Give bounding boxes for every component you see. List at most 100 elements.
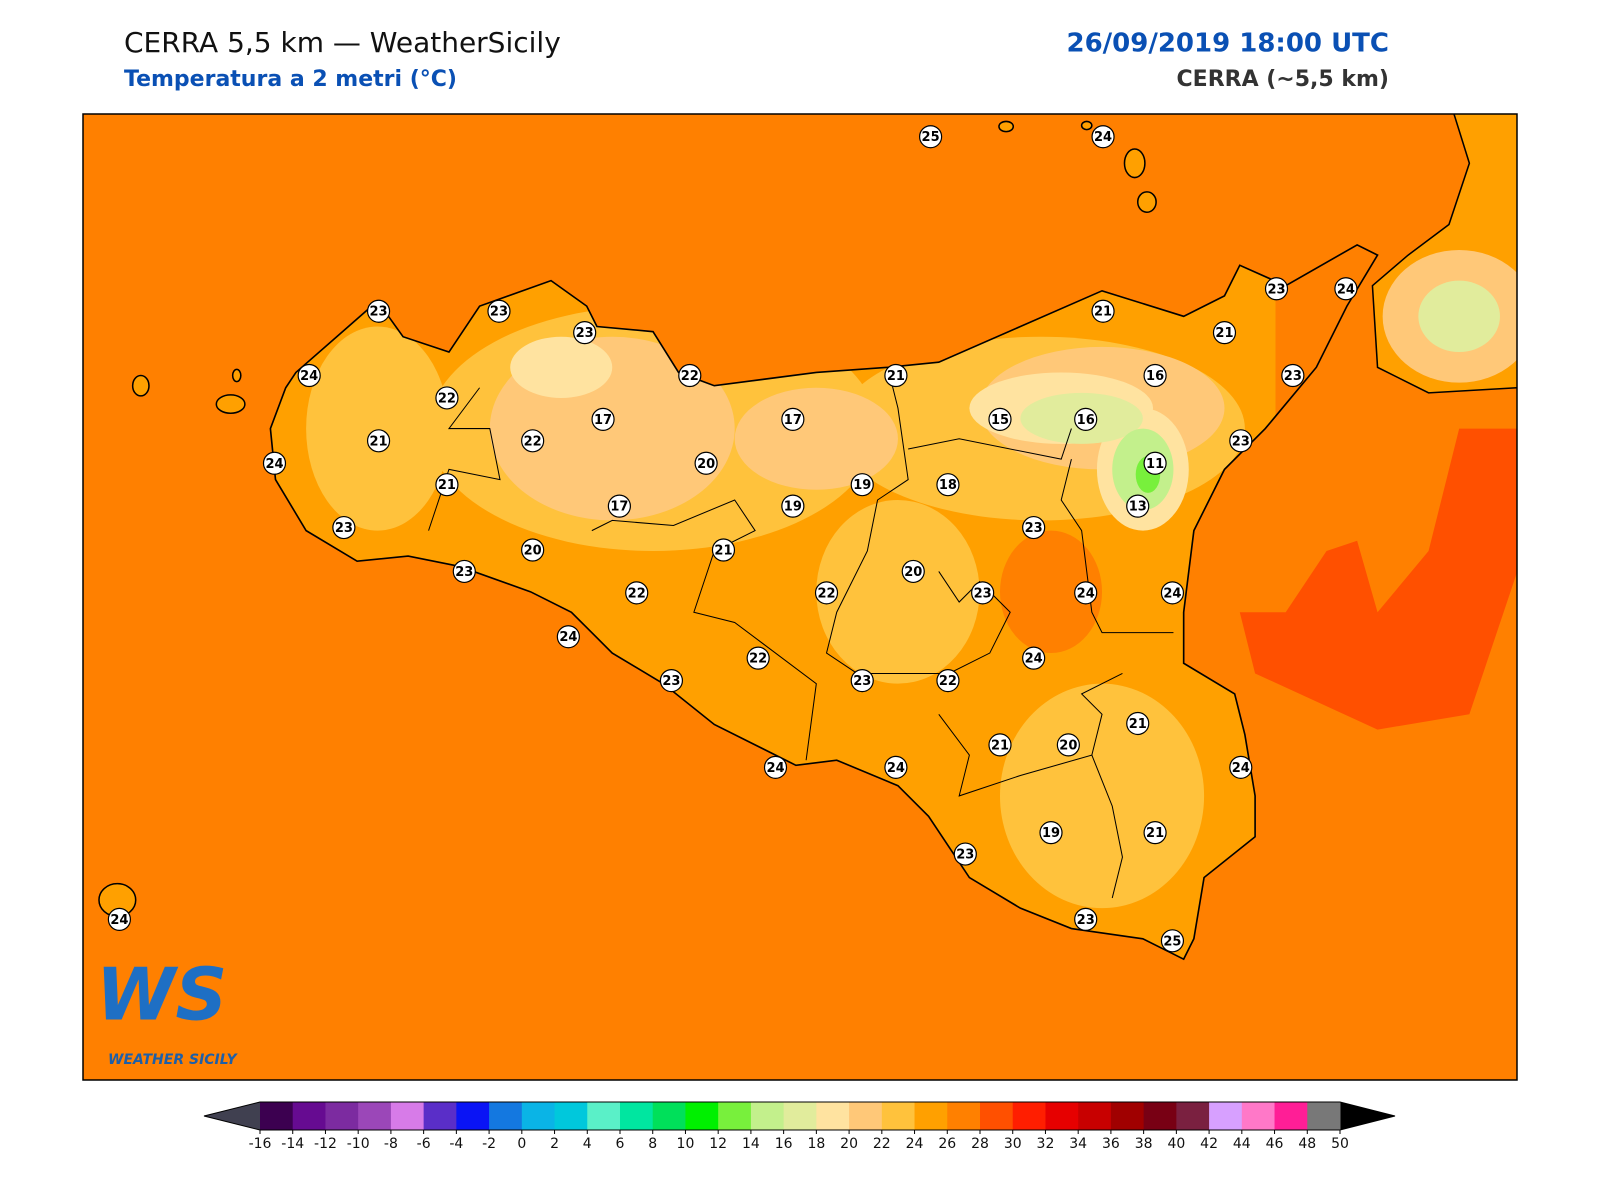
colorbar-swatch	[423, 1102, 457, 1130]
station-value: 23	[1284, 369, 1302, 384]
station-marker	[1074, 907, 1098, 931]
colorbar-swatch	[849, 1102, 883, 1130]
station-marker	[1039, 821, 1063, 845]
logo-mark: WS	[96, 953, 227, 1037]
colorbar-tick-label: 2	[550, 1136, 559, 1152]
station-marker	[884, 363, 908, 388]
stations: 25 24 23 23 23 24 22 22 21 21 23 24 21 16 23 21 24 22 17 17…	[107, 125, 1358, 953]
map-area	[83, 114, 1517, 1080]
colorbar-swatch	[1209, 1102, 1243, 1130]
station-value: 24	[559, 630, 577, 645]
station-marker	[814, 581, 839, 605]
map-frame	[82, 113, 1518, 1081]
colorbar-swatch	[1078, 1102, 1112, 1130]
logo: WS WEATHER SICILY	[96, 953, 239, 1068]
station-value: 22	[681, 369, 699, 384]
colorbar-tick-label: 50	[1331, 1136, 1349, 1152]
title: CERRA 5,5 km — WeatherSicily	[124, 26, 561, 59]
station-value: 13	[1129, 500, 1147, 515]
station-marker	[1160, 581, 1185, 605]
colorbar-swatch	[947, 1102, 981, 1130]
station-marker	[1074, 407, 1098, 431]
station-marker	[332, 515, 356, 540]
station-value: 21	[991, 738, 1009, 753]
colorbar-tick-label: 28	[971, 1136, 989, 1152]
station-marker	[452, 559, 476, 584]
station-marker	[850, 669, 874, 693]
colorbar-swatch	[390, 1102, 425, 1130]
colorbar-tick-label: -10	[347, 1136, 370, 1152]
colorbar-swatch	[816, 1102, 850, 1130]
station-marker	[850, 473, 874, 497]
colorbar-tick-label: 10	[677, 1136, 695, 1152]
station-value: 23	[335, 521, 353, 536]
station-value: 17	[784, 413, 802, 428]
station-marker	[556, 625, 580, 649]
station-marker	[1229, 755, 1253, 779]
station-marker	[1212, 321, 1237, 345]
colorbar-swatch	[292, 1102, 326, 1130]
colorbar-tick-label: -2	[482, 1136, 496, 1152]
station-value: 24	[887, 761, 905, 776]
station-value: 25	[922, 130, 940, 145]
station-value: 23	[662, 674, 680, 689]
station-value: 24	[1337, 282, 1355, 297]
station-value: 23	[1267, 282, 1285, 297]
station-value: 25	[1163, 934, 1181, 949]
station-value: 21	[370, 434, 388, 449]
station-value: 18	[939, 478, 957, 493]
colorbar-swatch	[718, 1102, 752, 1130]
station-marker	[1264, 277, 1289, 301]
colorbar-under	[204, 1102, 260, 1130]
logo-text: WEATHER SICILY	[108, 1052, 239, 1068]
colorbar-tick-label: -8	[384, 1136, 398, 1152]
station-value: 21	[1146, 826, 1164, 841]
colorbar-tick-label: 48	[1298, 1136, 1316, 1152]
subtitle: Temperatura a 2 metri (°C)	[124, 67, 457, 92]
colorbar-swatch	[620, 1102, 654, 1130]
station-marker	[919, 125, 943, 149]
colorbar-swatch	[652, 1102, 686, 1130]
colorbar-tick-label: 30	[1004, 1136, 1022, 1152]
colorbar-tick-label: -16	[249, 1136, 272, 1152]
station-value: 22	[438, 391, 456, 406]
station-marker	[1056, 733, 1080, 757]
colorbar-tick-label: -6	[417, 1136, 431, 1152]
station-value: 23	[853, 674, 871, 689]
station-marker	[781, 407, 805, 431]
station-marker	[953, 842, 977, 866]
colorbar-tick-label: 22	[873, 1136, 891, 1152]
colorbar-swatch	[914, 1102, 948, 1130]
colorbar-swatch	[1176, 1102, 1210, 1130]
colorbar-swatch	[980, 1102, 1014, 1130]
station-marker	[435, 386, 459, 410]
colorbar-tick-label: 20	[840, 1136, 858, 1152]
colorbar-tick-label: 12	[709, 1136, 727, 1152]
colorbar-swatch	[456, 1102, 490, 1130]
station-value: 24	[1077, 586, 1095, 601]
station-marker	[1229, 429, 1253, 453]
colorbar-tick-label: 44	[1233, 1136, 1251, 1152]
station-value: 21	[1215, 326, 1233, 341]
colorbar-tick-label: 0	[517, 1136, 526, 1152]
colorbar-swatch	[554, 1102, 588, 1130]
colorbar-tick-label: 42	[1200, 1136, 1218, 1152]
colorbar-swatch	[1274, 1102, 1308, 1130]
station-value: 22	[817, 586, 835, 601]
model: CERRA (~5,5 km)	[1177, 67, 1389, 92]
colorbar-tick-label: 40	[1167, 1136, 1185, 1152]
station-value: 23	[490, 305, 508, 320]
station-value: 11	[1146, 457, 1164, 472]
station-marker	[262, 451, 287, 475]
station-marker	[435, 473, 459, 497]
station-value: 22	[524, 434, 542, 449]
colorbar-swatch	[1143, 1102, 1177, 1130]
station-value: 22	[939, 674, 957, 689]
colorbar-swatch	[587, 1102, 621, 1130]
colorbar-swatch	[1110, 1102, 1145, 1130]
station-marker	[607, 494, 631, 518]
small-islands	[98, 120, 1157, 918]
station-marker	[678, 363, 702, 388]
station-value: 23	[1232, 434, 1250, 449]
station-marker	[1334, 277, 1358, 301]
